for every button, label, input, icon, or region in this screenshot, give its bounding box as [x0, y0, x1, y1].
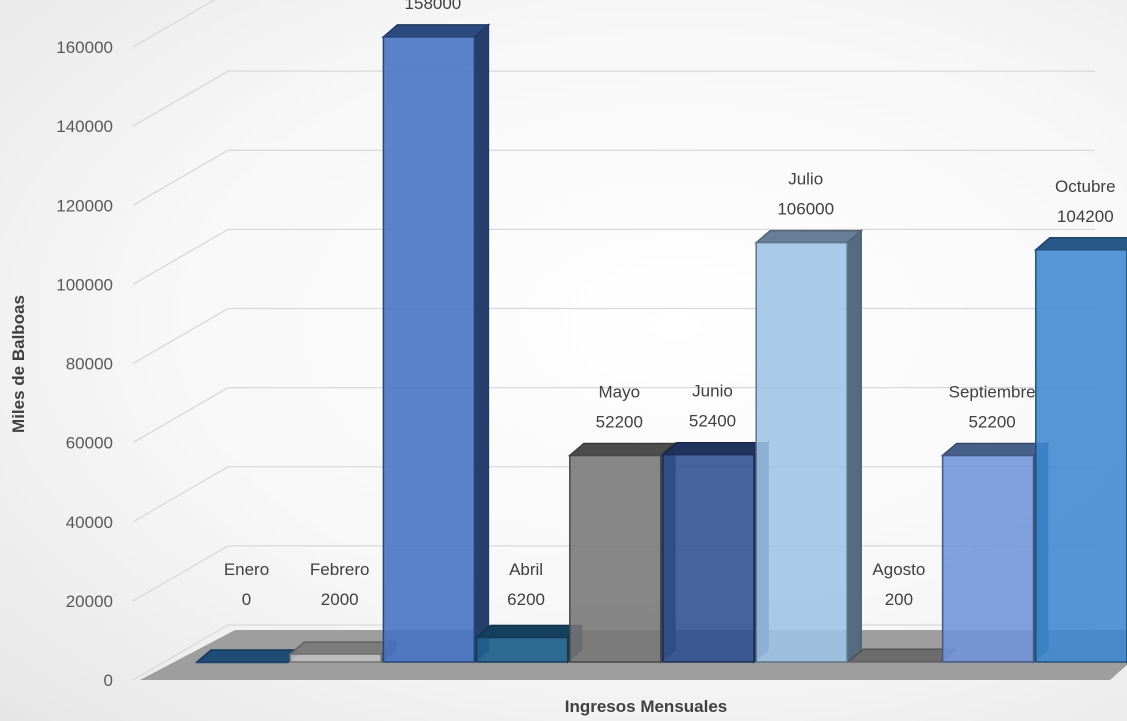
- y-tick-label: 140000: [56, 117, 113, 136]
- y-tick-label: 60000: [66, 434, 113, 453]
- bar-side: [846, 229, 862, 664]
- data-label: Junio 52400: [689, 382, 736, 431]
- bar-top: [381, 24, 491, 38]
- bar-top: [194, 649, 305, 663]
- bar-front: [196, 661, 289, 664]
- data-label: Marzo158000: [405, 0, 462, 13]
- data-label: Julio 106000: [777, 170, 834, 219]
- bar-julio: [754, 229, 864, 664]
- y-axis-title: Miles de Balboas: [9, 295, 28, 433]
- y-tick-label: 0: [104, 671, 113, 690]
- data-label: Septiembre 52200: [949, 382, 1036, 431]
- data-label: Octubre 104200: [1055, 177, 1115, 226]
- x-axis-title: Ingresos Mensuales: [565, 697, 728, 716]
- bar-febrero: [288, 640, 398, 664]
- bar-front: [382, 36, 476, 663]
- gridline: [132, 149, 1095, 206]
- bar-marzo: [381, 23, 491, 664]
- bar-top: [474, 624, 584, 639]
- bar-abril: [474, 623, 584, 664]
- data-label: Mayo 52200: [596, 382, 643, 431]
- data-label: Febrero 2000: [310, 560, 370, 609]
- bar-top: [940, 442, 1050, 457]
- bar-mayo: [567, 441, 677, 664]
- bar-front: [289, 653, 382, 663]
- bar-front: [662, 453, 755, 663]
- bar-front: [848, 660, 942, 663]
- bar-top: [567, 442, 677, 457]
- y-tick-label: 100000: [56, 275, 113, 294]
- bar-octubre: [1033, 237, 1127, 664]
- bar-front: [475, 636, 569, 663]
- bar-agosto: [847, 647, 957, 664]
- gridlines: [132, 0, 1095, 681]
- y-tick-label: 160000: [56, 38, 113, 57]
- y-tick-label: 40000: [66, 513, 113, 532]
- y-tick-label: 20000: [66, 592, 113, 611]
- gridline: [132, 0, 216, 48]
- bar-top: [754, 229, 864, 244]
- gridline: [132, 70, 1095, 127]
- y-tick-label: 120000: [56, 196, 113, 215]
- gridline: [132, 307, 1095, 365]
- bar-septiembre: [940, 441, 1050, 664]
- data-label: Enero 0: [224, 560, 269, 609]
- bar-top: [288, 641, 398, 655]
- bar-side: [473, 23, 490, 664]
- y-axis-tick-labels: 0 20000 40000 60000 80000 100000 120000 140000 1…: [56, 38, 113, 690]
- bar-top: [1033, 237, 1127, 251]
- bar-enero: [194, 649, 305, 664]
- bar-front: [755, 241, 848, 663]
- bars: [194, 23, 1127, 664]
- bar-front: [569, 454, 662, 663]
- data-label: Agosto 200: [872, 560, 925, 609]
- bar-top: [847, 648, 957, 662]
- gridline: [132, 228, 1095, 285]
- bar-junio: [660, 441, 771, 664]
- bar-front: [1035, 249, 1127, 663]
- bar-front: [941, 454, 1035, 663]
- bar-top: [660, 441, 771, 456]
- y-tick-label: 80000: [66, 355, 113, 374]
- data-label: Abril 6200: [507, 560, 545, 609]
